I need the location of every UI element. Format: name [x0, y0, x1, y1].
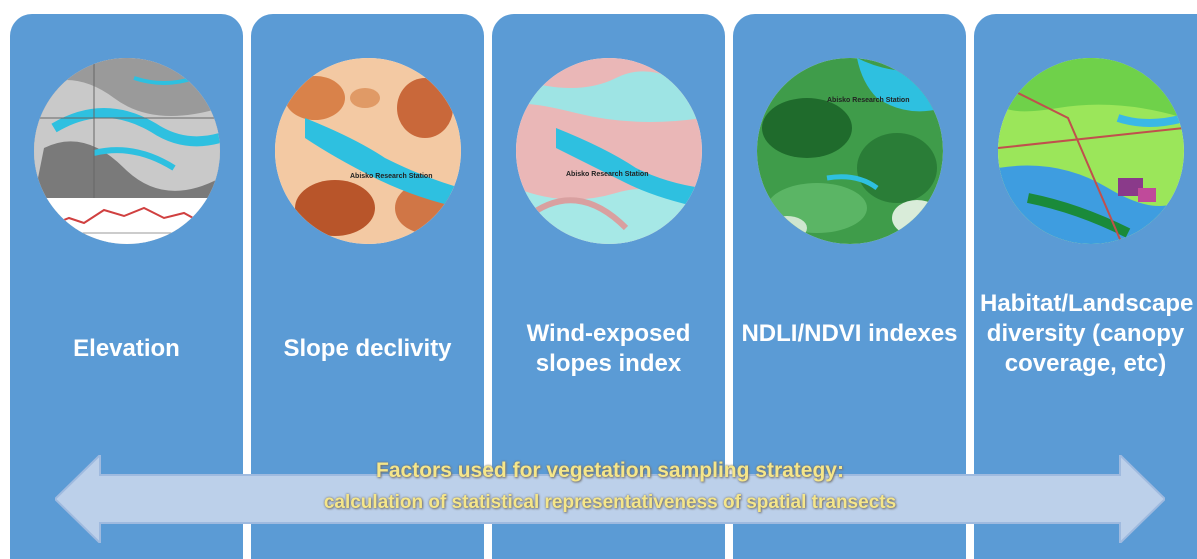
factor-panel-slope: Abisko Research Station Slope declivity — [251, 14, 484, 559]
slope-map-image: Abisko Research Station — [275, 58, 461, 244]
arrow-caption-subtitle: calculation of statistical representativ… — [323, 492, 897, 513]
habitat-map-image — [998, 58, 1184, 244]
ndvi-map-label: Abisko Research Station — [827, 97, 909, 104]
factor-panel-habitat: Habitat/Landscape diversity (canopy cove… — [974, 14, 1197, 559]
factor-panel-elevation: Elevation — [10, 14, 243, 559]
wind-exposure-map-image: Abisko Research Station — [516, 58, 702, 244]
factor-label-ndvi: NDLI/NDVI indexes — [741, 320, 958, 347]
double-arrow-icon — [55, 455, 1165, 543]
factor-panel-wind: Abisko Research Station Wind-exposed slo… — [492, 14, 725, 559]
factor-label-habitat: Habitat/Landscape diversity (canopy cove… — [980, 290, 1194, 377]
factor-label-wind: Wind-exposed slopes index — [526, 320, 691, 377]
wind-map-label: Abisko Research Station — [566, 171, 648, 178]
slope-map-label: Abisko Research Station — [350, 173, 432, 180]
factor-label-elevation: Elevation — [73, 335, 180, 362]
factor-label-slope: Slope declivity — [283, 335, 452, 362]
ndvi-map-image: Abisko Research Station — [757, 58, 943, 244]
factor-panel-ndvi: Abisko Research Station NDLI/NDVI indexe… — [733, 14, 966, 559]
elevation-map-image — [34, 58, 220, 244]
arrow-caption-title: Factors used for vegetation sampling str… — [376, 459, 844, 482]
